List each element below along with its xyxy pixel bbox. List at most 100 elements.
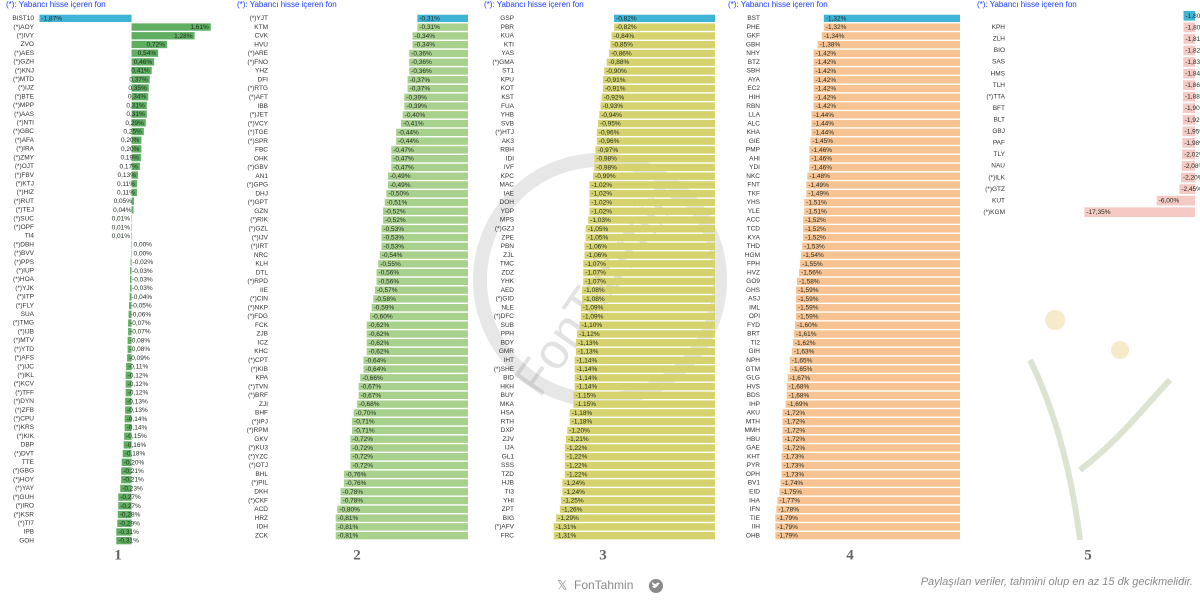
- category-label: (*)YAY: [15, 485, 35, 492]
- bar: [813, 84, 960, 93]
- value-label: -1,48%: [809, 173, 830, 180]
- value-label: -1,31%: [556, 524, 577, 531]
- value-label: 0,54%: [138, 50, 157, 57]
- bar: [124, 423, 132, 432]
- category-label: TKF: [748, 190, 760, 197]
- bar: [782, 409, 960, 417]
- category-label: (*)CPU: [13, 415, 34, 422]
- category-label: (*)IVY: [17, 32, 35, 39]
- value-label: -1,72%: [785, 410, 806, 417]
- value-label: -0,71%: [354, 427, 375, 434]
- value-label: 0,19%: [120, 155, 139, 162]
- value-label: -1,15%: [575, 392, 596, 399]
- value-label: -0,81%: [338, 533, 359, 540]
- bar: [335, 523, 468, 531]
- bar: [800, 260, 960, 268]
- category-label: AED: [501, 287, 515, 294]
- value-label: -1,38%: [820, 42, 841, 49]
- bar: [1182, 114, 1195, 125]
- value-label: -1,73%: [784, 471, 805, 478]
- bar: [782, 426, 960, 435]
- value-label: 0,01%: [112, 224, 131, 231]
- value-label: -0,91%: [605, 86, 626, 93]
- value-label: -1,22%: [567, 463, 588, 470]
- bar: [131, 75, 150, 83]
- value-label: -1,53%: [804, 243, 825, 250]
- category-label: (*)VCY: [248, 120, 269, 127]
- category-label: SBH: [747, 68, 761, 75]
- category-label: GMR: [499, 348, 514, 355]
- bar: [1182, 149, 1195, 160]
- value-label: -1,92%: [1185, 117, 1200, 124]
- category-label: ZJB: [256, 331, 268, 338]
- bar: [131, 119, 146, 127]
- bar: [366, 330, 468, 338]
- bar: [131, 66, 152, 75]
- category-label: (*)JET: [250, 112, 268, 119]
- bar: [596, 137, 715, 145]
- value-label: -1,42%: [816, 50, 837, 57]
- value-label: -1,73%: [784, 463, 805, 470]
- category-label: (*)IRO: [16, 503, 34, 510]
- value-label: -1,77%: [779, 498, 800, 505]
- bar: [407, 76, 468, 84]
- category-label: (*)FLY: [16, 302, 35, 309]
- bar: [569, 409, 715, 417]
- bar: [123, 441, 132, 449]
- bar: [787, 374, 960, 382]
- bar: [564, 444, 715, 452]
- category-label: OPH: [746, 471, 760, 478]
- category-label: KPA: [255, 375, 268, 382]
- panel-note: (*): Yabancı hisse içeren fon: [484, 0, 584, 9]
- category-label: IIH: [752, 524, 761, 531]
- bar: [131, 180, 137, 188]
- value-label: -0,27%: [120, 503, 141, 510]
- value-label: -0,80%: [339, 506, 360, 513]
- bar: [1183, 57, 1195, 67]
- bar: [817, 41, 960, 49]
- bar: [383, 207, 468, 215]
- value-label: -1,32%: [826, 15, 847, 22]
- category-label: (*)HTJ: [495, 129, 514, 136]
- category-label: (*)OJT: [15, 163, 34, 170]
- bar: [803, 216, 960, 224]
- value-label: -0,91%: [605, 77, 626, 84]
- category-label: YDP: [501, 208, 514, 215]
- value-label: -0,58%: [375, 296, 396, 303]
- bar: [574, 356, 715, 364]
- bar: [610, 41, 715, 49]
- category-label: PBN: [501, 243, 515, 250]
- bar: [585, 225, 715, 233]
- bar: [606, 58, 715, 66]
- bar: [130, 267, 132, 275]
- bar: [131, 84, 149, 92]
- category-label: IHP: [749, 401, 760, 408]
- category-label: DXP: [501, 427, 514, 434]
- category-label: TMC: [500, 261, 514, 268]
- value-label: -0,49%: [390, 182, 411, 189]
- bar: [575, 347, 715, 356]
- bar: [598, 119, 715, 128]
- value-label: 0,11%: [117, 181, 135, 188]
- bar: [396, 128, 468, 137]
- category-label: (*)NTI: [17, 120, 35, 127]
- category-label: (*)RPM: [247, 427, 268, 434]
- category-label: (*)DYN: [13, 398, 34, 405]
- panel-number: 4: [846, 547, 854, 563]
- category-label: KLH: [255, 261, 268, 268]
- category-label: (*)AFS: [15, 355, 35, 362]
- bar: [127, 345, 132, 353]
- category-label: FNT: [747, 182, 760, 189]
- value-label: 0,35%: [128, 85, 147, 92]
- category-label: GBH: [746, 41, 760, 48]
- category-label: TCD: [747, 226, 761, 233]
- bar: [804, 198, 960, 207]
- category-label: ZLH: [993, 36, 1006, 43]
- category-label: (*)ITP: [17, 294, 34, 301]
- category-label: (*)KGM: [983, 209, 1005, 216]
- category-label: OHK: [254, 155, 269, 162]
- category-label: BHL: [255, 471, 268, 478]
- bar: [335, 531, 468, 540]
- value-label: 0,72%: [147, 41, 166, 48]
- value-label: -1,68%: [789, 384, 810, 391]
